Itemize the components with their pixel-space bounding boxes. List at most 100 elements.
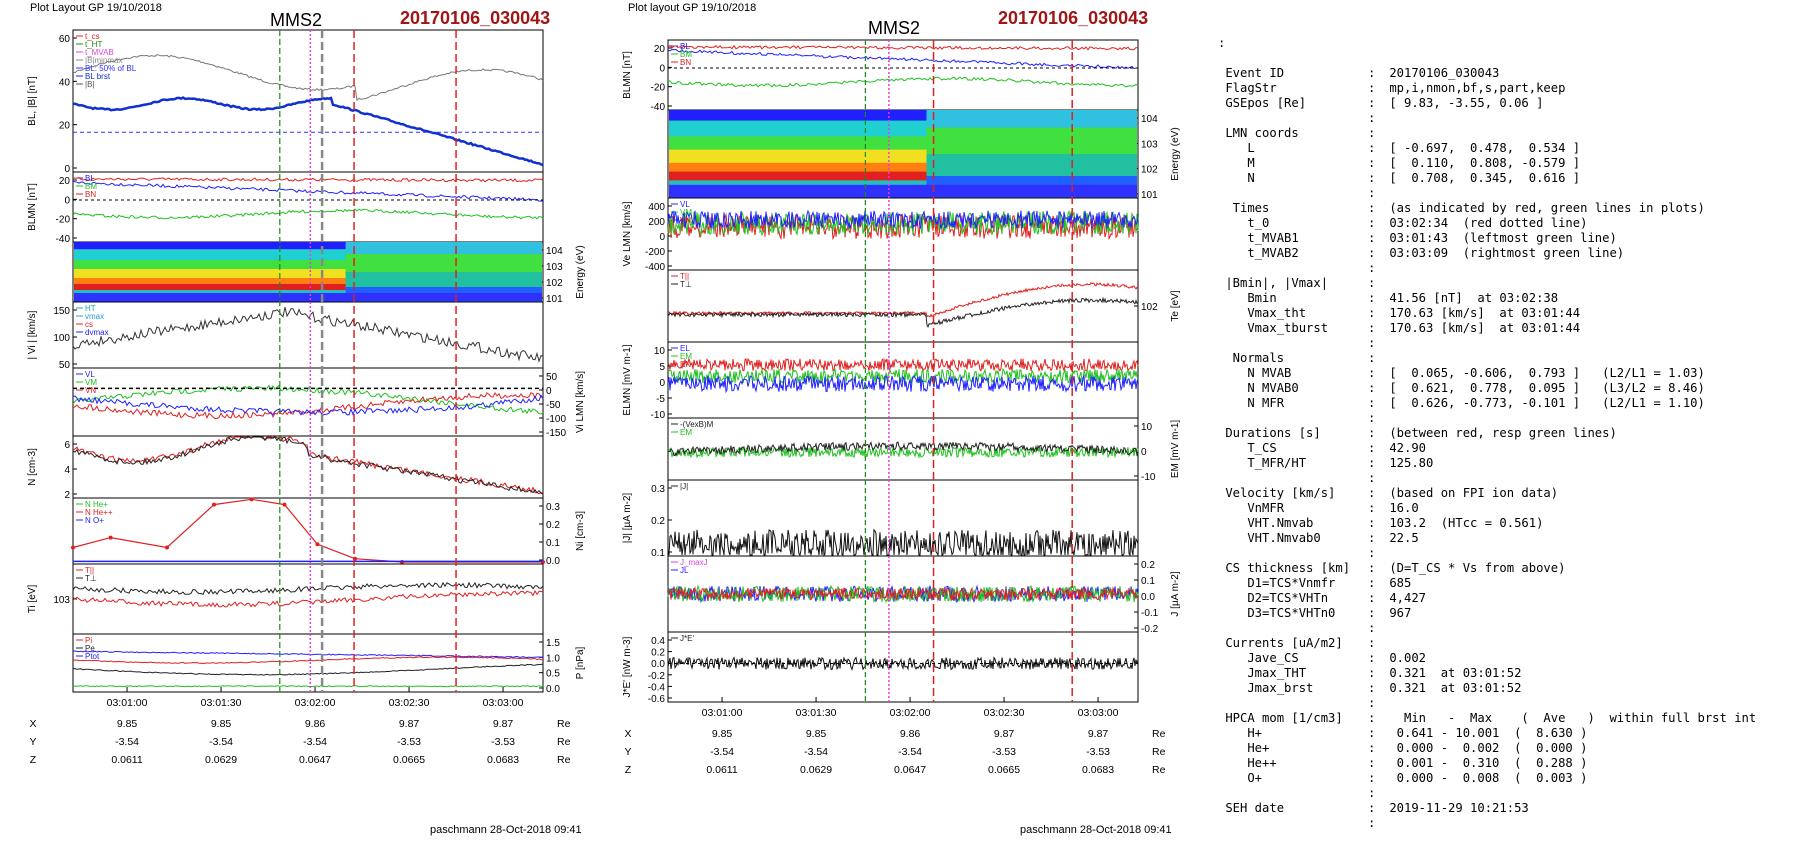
position-row-label: Y	[624, 746, 631, 758]
info-label: Jave_CS	[1218, 651, 1299, 665]
info-value: 0.002	[1382, 651, 1427, 665]
y-tick-label: 0	[546, 386, 552, 397]
line-BN	[667, 44, 1139, 51]
info-label: t_MVAB2	[1218, 246, 1299, 260]
position-row-label: Z	[30, 754, 37, 766]
legend-entry: Pi	[85, 636, 92, 645]
info-value	[1382, 336, 1798, 351]
info-sep: :	[1368, 291, 1376, 305]
y-axis-label: Ti [eV]	[27, 585, 38, 614]
y-tick-label: 20	[654, 44, 666, 55]
info-row: :	[1218, 696, 1798, 711]
y-axis-label: Ni [cm-3]	[575, 511, 586, 551]
info-row: VHT.Nmvab0: 22.5	[1218, 531, 1798, 546]
y-axis-label: Vi LMN [km/s]	[575, 371, 586, 433]
y-axis-label: Energy (eV)	[1170, 127, 1181, 180]
position-value: 9.87	[994, 728, 1015, 740]
info-row: L: [ -0.697, 0.478, 0.534 ]	[1218, 141, 1798, 156]
legend-entry: T⊥	[85, 574, 97, 583]
spectrogram-band	[926, 127, 1137, 155]
info-sep: :	[1368, 321, 1376, 335]
spectrogram-band	[74, 242, 347, 251]
legend-entry: N He++	[85, 508, 113, 517]
legend-entry: BL	[85, 174, 95, 183]
line-N-He++	[72, 498, 543, 563]
y-tick-label: 1.0	[546, 653, 560, 664]
position-value: 0.0629	[800, 764, 832, 776]
info-label: He+	[1218, 741, 1270, 755]
marker-N-He++	[165, 545, 169, 550]
info-label: GSEpos [Re]	[1218, 96, 1307, 110]
info-label: t_MVAB1	[1218, 231, 1299, 245]
plot-panel-spec	[72, 241, 544, 303]
info-sep: :	[1368, 666, 1376, 680]
legend-entry: VL	[680, 200, 690, 209]
y-tick-label: -150	[546, 428, 566, 439]
legend-entry: J_maxJ	[680, 558, 708, 567]
info-label	[1218, 186, 1368, 201]
marker-N-He++	[315, 542, 320, 547]
info-label: VnMFR	[1218, 501, 1285, 515]
info-label: N	[1218, 171, 1255, 185]
line-BL	[72, 180, 544, 202]
spectrogram-band	[74, 260, 347, 270]
info-value	[1382, 111, 1798, 126]
info-sep: :	[1368, 816, 1376, 830]
y-tick-label: 0.0	[546, 684, 560, 695]
line-EM	[667, 445, 1139, 459]
info-sep: :	[1368, 381, 1376, 395]
legend-entry: EN	[680, 360, 691, 369]
info-sep: :	[1368, 81, 1376, 95]
info-value: (between red, resp green lines)	[1382, 426, 1617, 440]
info-sep: :	[1368, 306, 1376, 320]
info-label: Vmax_tht	[1218, 306, 1307, 320]
y-tick-label: 0	[659, 232, 665, 243]
info-label: Event ID	[1218, 66, 1285, 80]
position-value: 0.0611	[706, 764, 737, 776]
spectrogram-band	[669, 120, 928, 138]
info-sep: :	[1368, 471, 1376, 485]
position-value: -3.54	[303, 736, 327, 748]
position-value: 0.0647	[299, 754, 331, 766]
plot-panel-b	[72, 29, 544, 173]
info-label	[1218, 696, 1368, 711]
info-label: H+	[1218, 726, 1263, 740]
y-axis-label: J*E' [nW m-3]	[622, 636, 633, 697]
legend-entry: t_cs	[85, 32, 100, 41]
marker-N-He++	[282, 502, 287, 507]
legend-entry: BL: 50% of BL	[85, 64, 137, 73]
y-axis-label: BL, |B| [nT]	[27, 76, 38, 126]
legend-entry: EL	[680, 344, 690, 353]
y-tick-label: 0.5	[546, 669, 560, 680]
legend-entry: dvmax	[85, 328, 109, 337]
position-row-label: X	[29, 718, 36, 730]
plot-panel-vlmn	[72, 367, 544, 437]
info-value: (as indicated by red, green lines in plo…	[1382, 201, 1705, 215]
line-EM	[667, 367, 1139, 385]
info-value: [ -0.697, 0.478, 0.534 ]	[1382, 141, 1581, 155]
info-row: GSEpos [Re]: [ 9.83, -3.55, 0.06 ]	[1218, 96, 1798, 111]
info-row: :	[1218, 111, 1798, 126]
y-tick-label: 4	[64, 465, 70, 476]
x-tick-label: 03:02:30	[984, 707, 1025, 719]
y-tick-label: 0	[64, 195, 70, 206]
y-tick-label: 100	[53, 333, 70, 344]
line-EL	[667, 374, 1139, 394]
panel-frame	[667, 39, 1139, 111]
info-value	[1382, 411, 1798, 426]
info-value	[1382, 816, 1798, 831]
x-tick-label: 03:02:00	[295, 697, 336, 709]
info-value	[1382, 186, 1798, 201]
line-Tperp	[72, 581, 544, 596]
info-row: O+: 0.000 - 0.008 ( 0.003 )	[1218, 771, 1798, 786]
info-row: N: [ 0.708, 0.345, 0.616 ]	[1218, 171, 1798, 186]
line-Tperp	[667, 296, 1139, 329]
info-row: Event ID: 20170106_030043	[1218, 66, 1798, 81]
info-row: He+: 0.000 - 0.002 ( 0.000 )	[1218, 741, 1798, 756]
info-sep: :	[1368, 696, 1376, 710]
legend-entry: HT	[85, 304, 96, 313]
panel1-event-id: 20170106_030043	[400, 8, 551, 28]
info-sep: :	[1368, 456, 1376, 470]
info-sep: :	[1368, 141, 1376, 155]
info-row: Velocity [km/s]: (based on FPI ion data)	[1218, 486, 1798, 501]
